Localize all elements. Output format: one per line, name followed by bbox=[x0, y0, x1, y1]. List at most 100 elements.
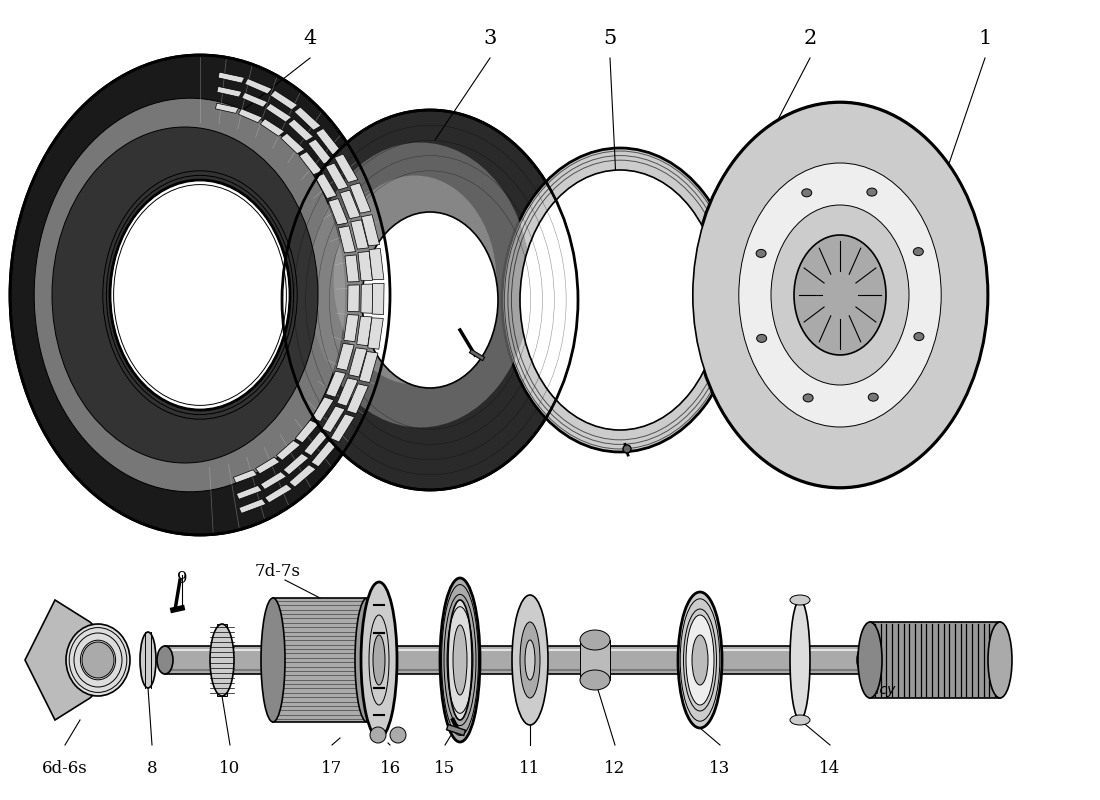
Polygon shape bbox=[339, 226, 355, 253]
Ellipse shape bbox=[512, 595, 548, 725]
Text: 11: 11 bbox=[519, 760, 540, 777]
Ellipse shape bbox=[858, 622, 882, 698]
Text: 12: 12 bbox=[604, 760, 626, 777]
Bar bbox=[580, 640, 611, 680]
Polygon shape bbox=[289, 465, 316, 487]
Polygon shape bbox=[350, 183, 371, 213]
Bar bbox=[870, 622, 1000, 698]
Ellipse shape bbox=[777, 126, 784, 132]
Polygon shape bbox=[370, 249, 384, 280]
Text: 3: 3 bbox=[483, 29, 497, 47]
Ellipse shape bbox=[261, 598, 285, 722]
Polygon shape bbox=[360, 351, 378, 382]
Polygon shape bbox=[344, 314, 359, 342]
Polygon shape bbox=[326, 371, 345, 398]
Ellipse shape bbox=[361, 582, 397, 738]
Ellipse shape bbox=[824, 474, 832, 481]
Polygon shape bbox=[304, 431, 329, 456]
Bar bbox=[145, 632, 151, 688]
Text: 16: 16 bbox=[379, 760, 400, 777]
Ellipse shape bbox=[362, 212, 498, 388]
Ellipse shape bbox=[82, 642, 114, 678]
Polygon shape bbox=[358, 251, 373, 281]
Bar bbox=[165, 646, 865, 674]
Polygon shape bbox=[330, 414, 354, 442]
Polygon shape bbox=[280, 134, 305, 154]
Ellipse shape bbox=[440, 578, 480, 742]
Text: 10: 10 bbox=[219, 760, 241, 777]
Ellipse shape bbox=[623, 445, 631, 453]
Ellipse shape bbox=[857, 646, 873, 674]
Ellipse shape bbox=[686, 615, 714, 705]
Polygon shape bbox=[340, 190, 361, 218]
Ellipse shape bbox=[34, 98, 345, 492]
Ellipse shape bbox=[802, 189, 812, 197]
Polygon shape bbox=[367, 318, 383, 350]
Polygon shape bbox=[244, 78, 272, 94]
Polygon shape bbox=[322, 406, 345, 433]
Polygon shape bbox=[265, 484, 293, 502]
Ellipse shape bbox=[771, 205, 909, 385]
Text: 15: 15 bbox=[434, 760, 455, 777]
Ellipse shape bbox=[693, 103, 987, 487]
Ellipse shape bbox=[756, 442, 763, 448]
Polygon shape bbox=[316, 174, 337, 198]
Ellipse shape bbox=[739, 163, 942, 427]
Ellipse shape bbox=[952, 397, 959, 403]
Ellipse shape bbox=[803, 394, 813, 402]
Text: 13: 13 bbox=[710, 760, 730, 777]
Text: 17: 17 bbox=[321, 760, 342, 777]
Ellipse shape bbox=[867, 188, 877, 196]
Polygon shape bbox=[351, 220, 369, 249]
Ellipse shape bbox=[976, 308, 984, 314]
Bar bbox=[217, 624, 227, 696]
Text: 7d-7s: 7d-7s bbox=[255, 563, 301, 580]
Ellipse shape bbox=[448, 600, 472, 720]
Text: 1: 1 bbox=[978, 29, 992, 47]
Polygon shape bbox=[216, 103, 239, 114]
Ellipse shape bbox=[916, 142, 925, 148]
Ellipse shape bbox=[210, 624, 234, 696]
Polygon shape bbox=[294, 107, 321, 130]
Ellipse shape bbox=[333, 175, 496, 385]
Ellipse shape bbox=[720, 187, 729, 193]
Ellipse shape bbox=[895, 458, 903, 464]
Ellipse shape bbox=[696, 276, 704, 282]
Text: 5: 5 bbox=[604, 29, 617, 47]
Ellipse shape bbox=[794, 235, 886, 355]
Polygon shape bbox=[316, 129, 341, 154]
Ellipse shape bbox=[790, 715, 810, 725]
Ellipse shape bbox=[964, 214, 971, 221]
Text: 9: 9 bbox=[177, 570, 187, 587]
Polygon shape bbox=[276, 441, 300, 460]
Ellipse shape bbox=[390, 727, 406, 743]
Polygon shape bbox=[239, 109, 263, 122]
Polygon shape bbox=[236, 486, 262, 499]
Polygon shape bbox=[345, 255, 360, 282]
Polygon shape bbox=[311, 441, 337, 466]
Ellipse shape bbox=[355, 598, 380, 722]
Polygon shape bbox=[288, 119, 313, 141]
Ellipse shape bbox=[708, 370, 716, 375]
Ellipse shape bbox=[157, 646, 173, 674]
Ellipse shape bbox=[520, 170, 720, 430]
Ellipse shape bbox=[913, 248, 923, 256]
Polygon shape bbox=[349, 348, 367, 377]
Ellipse shape bbox=[756, 250, 766, 258]
Ellipse shape bbox=[580, 670, 611, 690]
Ellipse shape bbox=[692, 635, 708, 685]
Polygon shape bbox=[326, 163, 349, 190]
Text: 14: 14 bbox=[820, 760, 840, 777]
Polygon shape bbox=[218, 72, 244, 83]
Polygon shape bbox=[299, 152, 322, 174]
Polygon shape bbox=[346, 384, 368, 414]
Ellipse shape bbox=[580, 630, 611, 650]
Polygon shape bbox=[356, 316, 372, 346]
Text: 6d-6s: 6d-6s bbox=[42, 760, 88, 777]
Polygon shape bbox=[266, 103, 292, 122]
Ellipse shape bbox=[790, 595, 810, 605]
Ellipse shape bbox=[868, 393, 878, 401]
Polygon shape bbox=[217, 86, 242, 97]
Text: 4: 4 bbox=[304, 29, 317, 47]
Ellipse shape bbox=[140, 632, 156, 688]
